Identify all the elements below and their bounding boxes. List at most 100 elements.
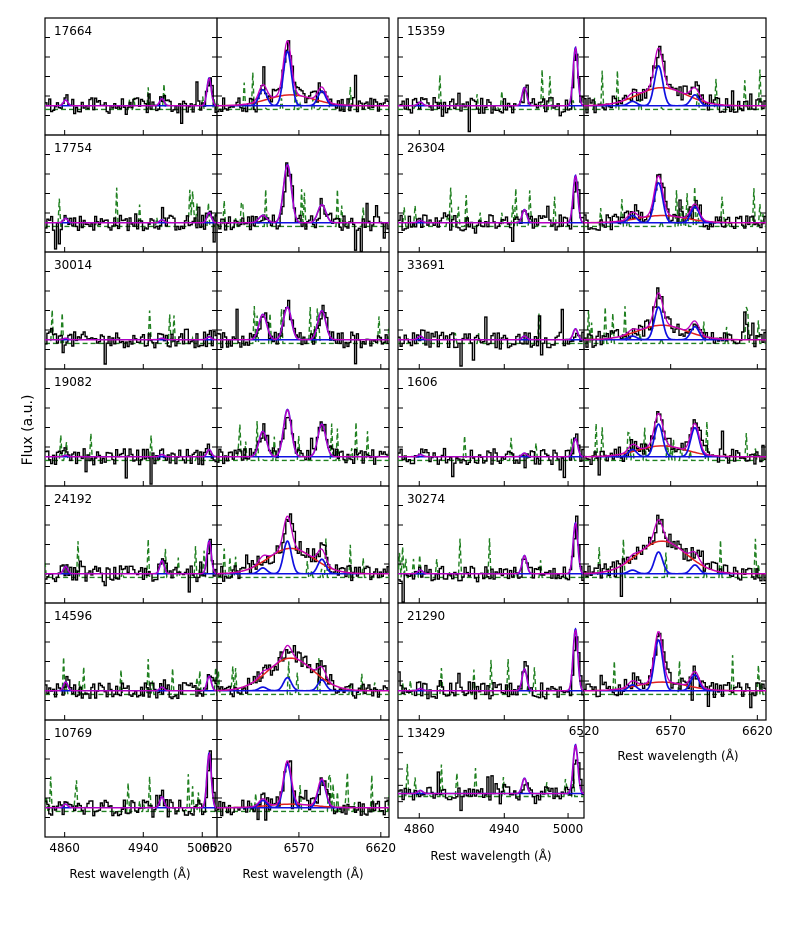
panel-frame: [583, 602, 767, 721]
panel-24192-ha: [216, 485, 390, 604]
panel-1606-ha: [583, 368, 767, 487]
x-tick-label: 4940: [128, 841, 159, 855]
x-tick-label: 6620: [366, 841, 397, 855]
panel-14596-hb: [44, 602, 218, 721]
total-model: [45, 336, 217, 341]
x-axis-label-col0-left: Rest wavelength (Å): [69, 866, 190, 881]
total-model: [217, 760, 389, 809]
narrow-component: [678, 205, 712, 224]
total-model: [217, 409, 389, 458]
sky-spectrum: [584, 421, 766, 462]
total-model: [584, 631, 766, 692]
narrow-component: [678, 325, 712, 341]
total-model: [45, 448, 217, 458]
panel-33691-ha: [583, 251, 767, 370]
panel-26304-ha: [583, 134, 767, 253]
narrow-component: [306, 558, 338, 575]
narrow-component: [641, 638, 676, 692]
panel-frame: [216, 368, 390, 487]
observed-spectrum: [217, 40, 389, 113]
total-model: [45, 211, 217, 224]
sky-spectrum: [45, 656, 217, 696]
narrow-component: [641, 64, 676, 107]
narrow-component: [678, 94, 712, 107]
observed-spectrum: [45, 77, 217, 124]
panel-14596-ha: [216, 602, 390, 721]
object-id-label: 21290: [407, 609, 445, 623]
panel-19082-ha: [216, 368, 390, 487]
x-tick-label: 6570: [655, 724, 686, 738]
sky-spectrum: [45, 433, 217, 462]
observed-spectrum: [45, 443, 217, 485]
panel-30014-ha: [216, 251, 390, 370]
observed-spectrum: [45, 674, 217, 700]
panel-frame: [216, 134, 390, 253]
observed-spectrum: [398, 433, 584, 479]
x-tick-label: 4860: [404, 822, 435, 836]
sky-spectrum: [217, 772, 389, 813]
panel-frame: [583, 251, 767, 370]
observed-spectrum: [398, 181, 584, 242]
x-tick-label: 4940: [489, 822, 520, 836]
sky-spectrum: [45, 309, 217, 345]
object-id-label: 10769: [54, 726, 92, 740]
total-model: [217, 40, 389, 107]
x-tick-label: 6570: [284, 841, 315, 855]
total-model: [45, 539, 217, 575]
observed-spectrum: [217, 760, 389, 821]
panel-grid: 17664 17754 30014 19082 24192 14596 10769 4860 4…: [44, 17, 773, 855]
panel-13429-hb: [397, 719, 585, 819]
observed-spectrum: [217, 299, 389, 365]
sky-spectrum: [398, 69, 584, 111]
y-axis-label: Flux (a.u.): [20, 395, 36, 466]
sky-spectrum: [584, 186, 766, 228]
x-tick-label: 4860: [49, 841, 80, 855]
observed-spectrum: [584, 45, 766, 114]
object-id-label: 17754: [54, 141, 92, 155]
panel-frame: [216, 251, 390, 370]
panel-frame: [583, 134, 767, 253]
total-model: [217, 515, 389, 575]
panel-10769-hb: [44, 719, 218, 838]
observed-spectrum: [584, 287, 766, 348]
object-id-label: 15359: [407, 24, 445, 38]
panel-frame: [216, 485, 390, 604]
total-model: [217, 306, 389, 341]
observed-spectrum: [45, 206, 217, 250]
sky-spectrum: [217, 189, 389, 228]
x-axis-label-col0-right: Rest wavelength (Å): [242, 866, 363, 881]
narrow-component: [641, 423, 676, 458]
panel-17754-ha: [216, 134, 390, 253]
total-model: [45, 675, 217, 692]
sky-spectrum: [217, 420, 389, 462]
total-model: [398, 437, 584, 458]
panel-26304-hb: [397, 134, 585, 253]
total-model: [584, 292, 766, 341]
narrow-component: [306, 679, 338, 692]
observed-spectrum: [584, 632, 766, 709]
sky-spectrum: [584, 538, 766, 579]
total-model: [45, 751, 217, 809]
observed-spectrum: [45, 750, 217, 818]
narrow-component: [271, 763, 304, 809]
panel-15359-hb: [397, 17, 585, 136]
panel-17664-ha: [216, 17, 390, 136]
narrow-component: [678, 673, 712, 692]
x-tick-label: 5000: [553, 822, 584, 836]
total-model: [217, 164, 389, 224]
object-id-label: 17664: [54, 24, 92, 38]
x-axis-label-col1-right: Rest wavelength (Å): [617, 748, 738, 763]
total-model: [217, 644, 389, 692]
narrow-component: [271, 540, 304, 575]
panel-frame: [216, 17, 390, 136]
narrow-component: [306, 779, 338, 809]
x-axis-label-col1-left: Rest wavelength (Å): [430, 848, 551, 863]
object-id-label: 19082: [54, 375, 92, 389]
total-model: [398, 743, 584, 795]
object-id-label: 30274: [407, 492, 445, 506]
object-id-label: 14596: [54, 609, 92, 623]
total-model: [45, 77, 217, 107]
sky-spectrum: [217, 538, 389, 579]
total-model: [584, 175, 766, 224]
